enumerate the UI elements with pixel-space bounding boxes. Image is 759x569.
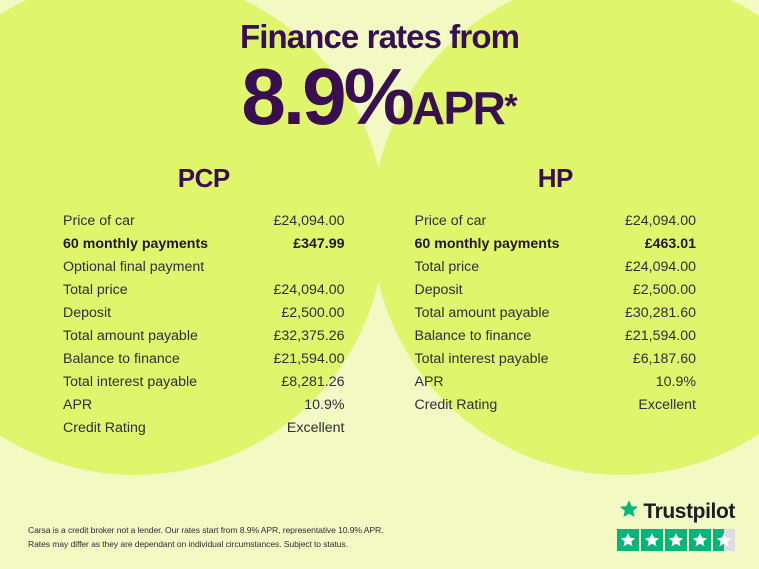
row-value: £32,375.26 [273, 327, 345, 344]
row-label: 60 monthly payments [414, 235, 560, 252]
disclaimer-line-1: Carsa is a credit broker not a lender. O… [28, 525, 384, 535]
row-label: Credit Rating [63, 419, 146, 436]
row-label: Price of car [414, 212, 487, 229]
rating-star-1 [617, 529, 639, 551]
headline-top-line: Finance rates from [239, 18, 520, 55]
headline-block: Finance rates from 8.9%APR* [0, 0, 759, 136]
rating-star-5-half [713, 529, 735, 551]
row-label: Total interest payable [63, 373, 198, 390]
row-value: £21,594.00 [624, 327, 696, 344]
table-row: Total price £24,094.00 [415, 256, 697, 279]
trustpilot-star-rating [617, 529, 735, 551]
half-star-fill [713, 529, 724, 551]
table-row: Total price £24,094.00 [63, 279, 345, 302]
table-row: APR 10.9% [415, 371, 697, 394]
row-value: £24,094.00 [273, 212, 345, 229]
table-row: Credit Rating Excellent [415, 394, 697, 417]
row-value: 10.9% [655, 373, 696, 390]
row-value: £347.99 [293, 235, 345, 252]
row-label: 60 monthly payments [63, 235, 209, 252]
row-value: £6,187.60 [632, 350, 696, 367]
row-label: APR [63, 396, 93, 413]
table-row: Total interest payable £8,281.26 [63, 371, 345, 394]
row-label: Credit Rating [414, 396, 498, 413]
table-row: Deposit £2,500.00 [63, 302, 345, 325]
trustpilot-logo: Trustpilot [617, 499, 735, 524]
row-value: £24,094.00 [273, 281, 345, 298]
table-row: Price of car £24,094.00 [415, 210, 697, 233]
row-label: Total price [414, 258, 480, 275]
poster-footer: Carsa is a credit broker not a lender. O… [0, 489, 759, 569]
rating-star-2 [641, 529, 663, 551]
asterisk-marker: * [504, 87, 518, 126]
disclaimer-line-2: Rates may differ as they are dependant o… [28, 539, 348, 549]
hp-rows: Price of car £24,094.00 60 monthly payme… [415, 210, 697, 417]
table-row: Total interest payable £6,187.60 [415, 348, 697, 371]
row-label: Optional final payment [63, 258, 205, 275]
table-row: Optional final payment [63, 256, 345, 279]
row-label: Balance to finance [414, 327, 532, 344]
table-row: Total amount payable £30,281.60 [415, 302, 697, 325]
column-title-pcp: PCP [177, 162, 230, 193]
table-row: Price of car £24,094.00 [63, 210, 345, 233]
disclaimer-text: Carsa is a credit broker not a lender. O… [28, 523, 458, 551]
table-row: 60 monthly payments £347.99 [63, 233, 345, 256]
row-value: £21,594.00 [273, 350, 345, 367]
row-value: £463.01 [644, 235, 696, 252]
row-value: £30,281.60 [624, 304, 696, 321]
table-row: Deposit £2,500.00 [415, 279, 697, 302]
row-label: Deposit [414, 281, 463, 298]
finance-comparison-columns: PCP Price of car £24,094.00 60 monthly p… [0, 163, 759, 440]
pcp-rows: Price of car £24,094.00 60 monthly payme… [63, 210, 345, 440]
row-label: APR [414, 373, 444, 390]
rating-star-3 [665, 529, 687, 551]
row-value: £24,094.00 [624, 258, 696, 275]
row-value: 10.9% [304, 396, 345, 413]
row-label: Total amount payable [63, 327, 198, 344]
apr-rate-value: 8.9% [241, 51, 414, 141]
row-label: Balance to finance [63, 350, 180, 367]
table-row: Total amount payable £32,375.26 [63, 325, 345, 348]
row-value: £2,500.00 [281, 304, 345, 321]
finance-column-hp: HP Price of car £24,094.00 60 monthly pa… [380, 163, 732, 440]
row-value: £24,094.00 [624, 212, 696, 229]
row-value: Excellent [286, 419, 345, 436]
row-value: Excellent [638, 396, 696, 413]
row-value: £8,281.26 [281, 373, 345, 390]
table-row: Credit Rating Excellent [63, 417, 345, 440]
headline-rate-line: 8.9%APR* [0, 56, 759, 136]
table-row: Balance to finance £21,594.00 [63, 348, 345, 371]
column-title-hp: HP [537, 162, 574, 193]
trustpilot-star-icon [619, 499, 639, 524]
row-label: Price of car [63, 212, 135, 229]
row-label: Total interest payable [414, 350, 549, 367]
trustpilot-badge[interactable]: Trustpilot [617, 499, 735, 551]
finance-column-pcp: PCP Price of car £24,094.00 60 monthly p… [28, 163, 380, 440]
table-row: APR 10.9% [63, 394, 345, 417]
row-value: £2,500.00 [632, 281, 696, 298]
row-label: Total price [63, 281, 128, 298]
row-label: Deposit [63, 304, 112, 321]
table-row: Balance to finance £21,594.00 [415, 325, 697, 348]
rating-star-4 [689, 529, 711, 551]
table-row: 60 monthly payments £463.01 [415, 233, 697, 256]
trustpilot-wordmark: Trustpilot [643, 499, 735, 523]
apr-label: APR [411, 81, 506, 134]
row-label: Total amount payable [414, 304, 550, 321]
